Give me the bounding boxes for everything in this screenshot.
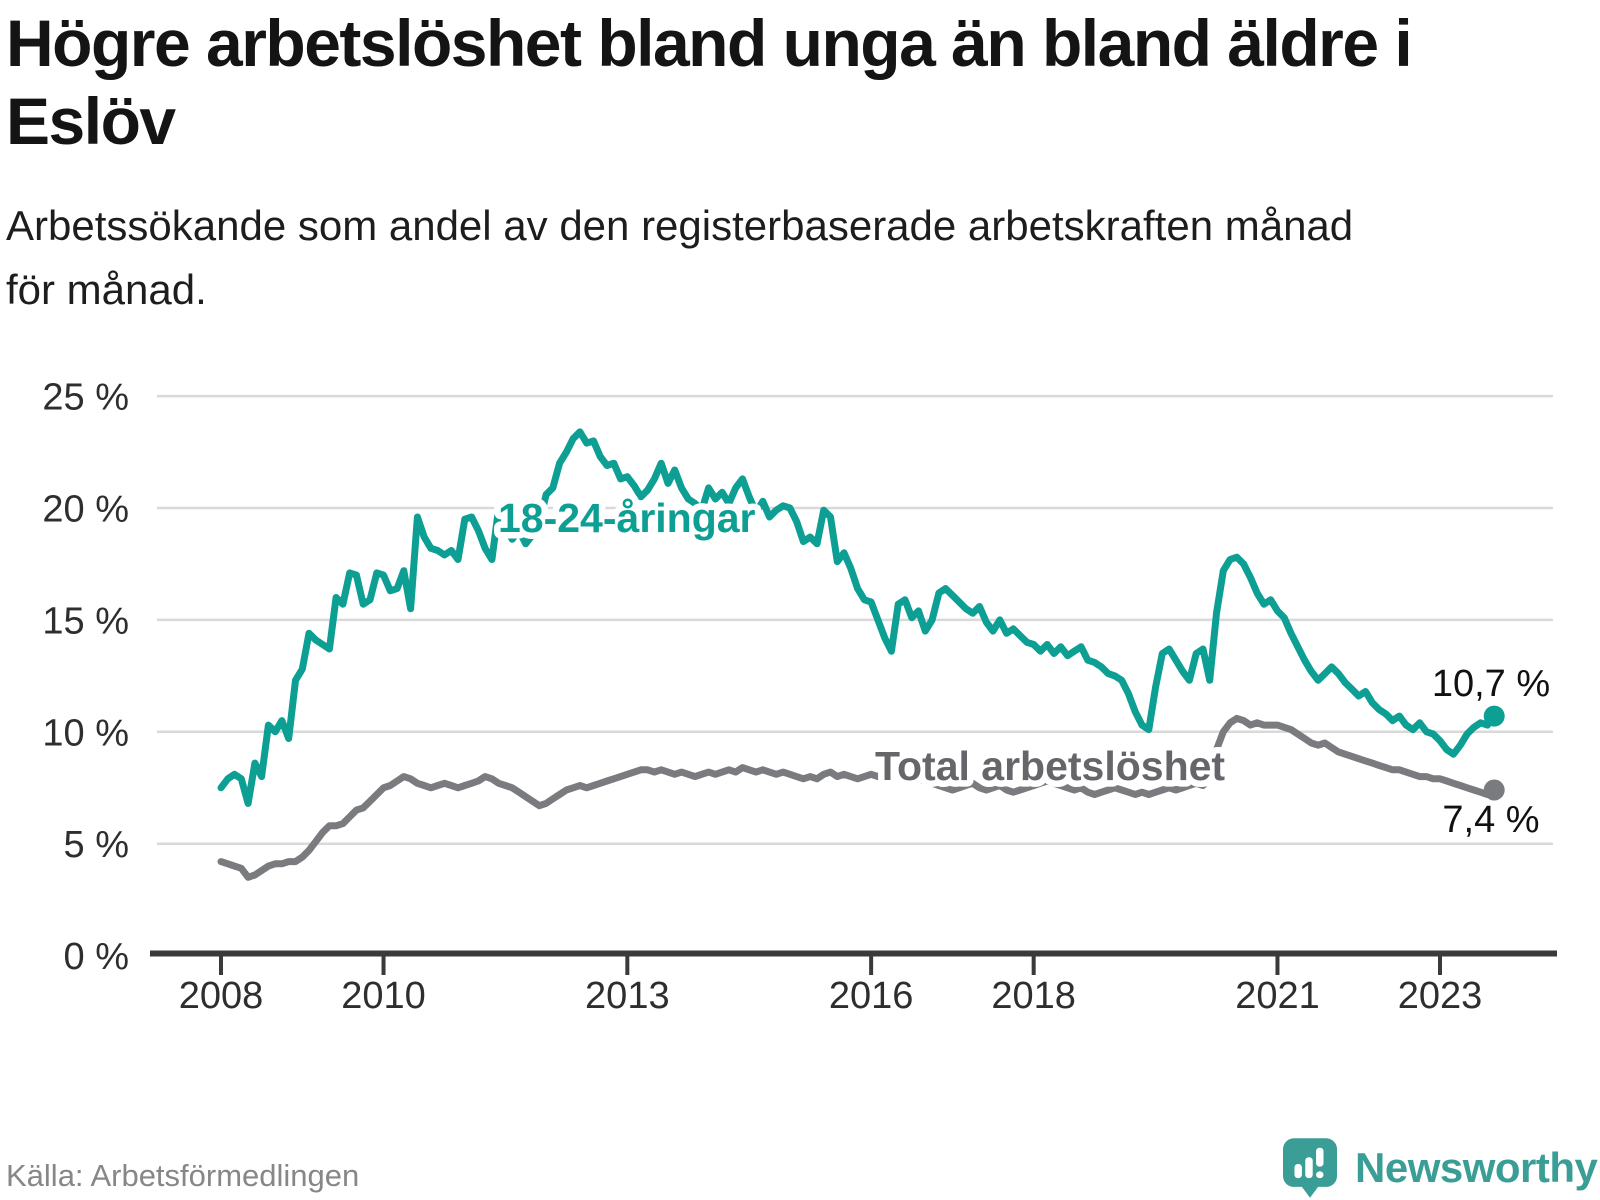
logo-exclamation-bar [1316, 1147, 1324, 1167]
newsworthy-logo-icon [1283, 1138, 1337, 1198]
end-value-label-total: 7,4 % [1442, 799, 1539, 841]
subtitle-line-1: Arbetssökande som andel av den registerb… [6, 202, 1354, 249]
y-tick-label: 5 % [64, 824, 129, 866]
x-tick-label: 2008 [179, 975, 264, 1017]
x-tick-label: 2013 [585, 975, 670, 1017]
x-tick-label: 2021 [1235, 975, 1320, 1017]
newsworthy-brand: Newsworthy [1283, 1138, 1598, 1198]
x-tick-label: 2010 [341, 975, 426, 1017]
x-tick-label: 2016 [829, 975, 914, 1017]
y-tick-label: 0 % [64, 936, 129, 978]
series-label-total: Total arbetslöshet [875, 743, 1225, 789]
logo-bar-medium [1305, 1157, 1313, 1179]
x-axis-tick-marks [219, 956, 1442, 975]
source-note: Källa: Arbetsförmedlingen [6, 1158, 360, 1193]
end-value-label-young: 10,7 % [1432, 663, 1550, 705]
y-tick-label: 10 % [42, 712, 129, 754]
series-line-total [217, 714, 1498, 881]
series-end-dot-total [1483, 779, 1505, 801]
y-axis-tick-labels: 0 % 5 % 10 % 15 % 20 % 25 % [42, 377, 129, 978]
logo-bar-small [1294, 1163, 1302, 1179]
page-title: Högre arbetslöshet bland unga än bland ä… [6, 4, 1586, 160]
chart-subtitle: Arbetssökande som andel av den registerb… [6, 194, 1586, 322]
subtitle-line-2: för månad. [6, 266, 207, 313]
series-label-young: 18-24-åringar [498, 495, 756, 541]
series-end-dot-young [1483, 705, 1505, 727]
series-end-dots [1483, 705, 1505, 801]
title-line-2: Eslöv [6, 84, 176, 158]
y-tick-label: 20 % [42, 489, 129, 531]
newsworthy-wordmark: Newsworthy [1355, 1144, 1598, 1191]
y-tick-label: 15 % [42, 600, 129, 642]
x-tick-label: 2023 [1398, 975, 1483, 1017]
series-line-young [217, 428, 1498, 807]
x-tick-label: 2018 [991, 975, 1076, 1017]
x-axis-tick-labels: 2008 2010 2013 2016 2018 2021 2023 [179, 975, 1483, 1017]
series-lines [217, 428, 1498, 881]
gridlines [157, 394, 1553, 845]
title-line-1: Högre arbetslöshet bland unga än bland ä… [6, 6, 1413, 80]
logo-exclamation-dot [1316, 1171, 1324, 1179]
y-tick-label: 25 % [42, 377, 129, 419]
